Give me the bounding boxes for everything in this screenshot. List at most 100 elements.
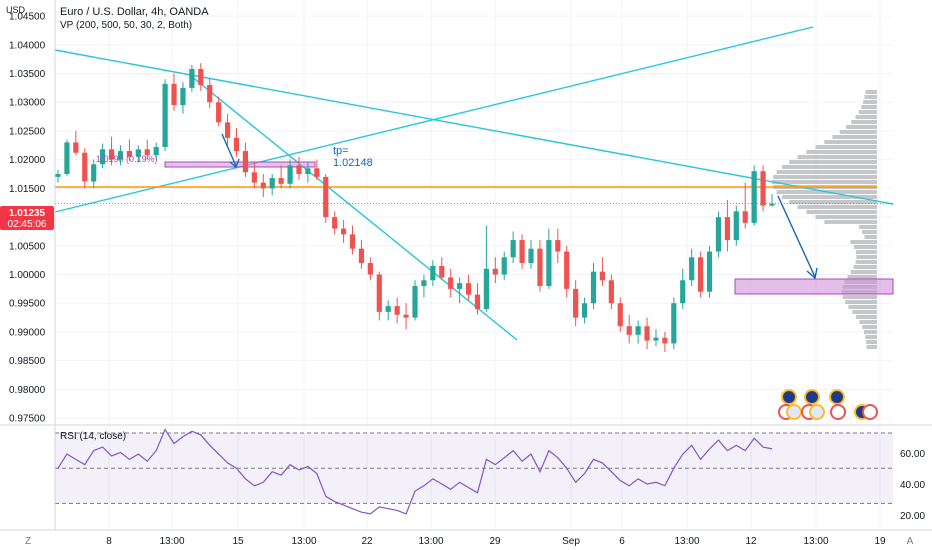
- event-flag-icon[interactable]: [786, 404, 802, 420]
- candle-body: [501, 257, 507, 275]
- candle-body: [465, 283, 472, 295]
- arrow-down-right: [777, 195, 816, 278]
- price-tick-label: 1.00500: [9, 241, 46, 252]
- candle-body: [233, 137, 240, 152]
- auto-scale-button[interactable]: A: [907, 536, 914, 547]
- candle-body: [671, 303, 677, 344]
- target-zone-box[interactable]: [734, 278, 894, 295]
- volume-profile-bar: [815, 215, 877, 219]
- volume-profile-bar: [864, 95, 877, 99]
- volume-profile-bar: [848, 305, 877, 309]
- event-flag-icon[interactable]: [804, 389, 820, 405]
- candle-body: [376, 274, 382, 312]
- arrow-down-left-head: [229, 158, 240, 169]
- candle-body: [724, 217, 730, 241]
- volume-profile-bar: [782, 165, 877, 169]
- time-tick-label: 13:00: [674, 536, 699, 547]
- price-tick-label: 0.97500: [9, 414, 46, 425]
- price-tick-label: 1.03000: [9, 98, 46, 109]
- candle-body: [64, 142, 70, 175]
- candle-body: [457, 283, 463, 289]
- candle-body: [242, 151, 249, 173]
- volume-profile-bar: [797, 205, 877, 209]
- volume-profile-bar: [772, 180, 877, 184]
- candle-body: [126, 151, 132, 157]
- event-flag-icon[interactable]: [829, 389, 845, 405]
- volume-profile-bar: [773, 175, 877, 179]
- volume-profile-bar: [797, 155, 877, 159]
- candle-body: [546, 240, 552, 287]
- candle-body: [278, 178, 284, 184]
- candle-body: [305, 168, 311, 175]
- candle-body: [644, 326, 650, 341]
- event-flag-icon[interactable]: [809, 404, 825, 420]
- toggle-button-left[interactable]: Z: [25, 536, 31, 547]
- price-tick-label: 0.98000: [9, 385, 46, 396]
- volume-profile-bar: [806, 210, 877, 214]
- candle-body: [198, 68, 204, 85]
- volume-profile-bar: [865, 90, 877, 94]
- volume-profile-bar: [789, 200, 877, 204]
- tp-zone-box[interactable]: [164, 161, 316, 168]
- candle-body: [117, 151, 124, 160]
- event-flag-icon[interactable]: [862, 404, 878, 420]
- trendline-ascending[interactable]: [54, 26, 814, 213]
- candle-body: [439, 265, 445, 278]
- price-tick-label: 1.02000: [9, 155, 46, 166]
- volume-profile-bar: [859, 320, 877, 324]
- volume-profile-bar: [815, 145, 877, 149]
- rsi-tick-40: 40.00: [900, 480, 925, 491]
- candle-body: [483, 268, 489, 309]
- time-tick-label: 13:00: [418, 536, 443, 547]
- price-tick-label: 1.02500: [9, 126, 46, 137]
- candle-body: [91, 164, 97, 182]
- volume-profile-bar: [855, 250, 877, 254]
- candle-body: [251, 172, 257, 183]
- time-tick-label: Sep: [562, 536, 580, 547]
- event-flag-icon[interactable]: [781, 389, 797, 405]
- volume-profile-bar: [853, 265, 877, 269]
- candle-body: [153, 147, 159, 156]
- candle-body: [510, 240, 516, 258]
- candle-body: [180, 87, 186, 106]
- rsi-line: [57, 428, 773, 515]
- candle-body: [430, 265, 436, 281]
- volume-profile-bar: [845, 300, 877, 304]
- volume-profile-bar: [866, 345, 877, 349]
- candle-body: [608, 280, 614, 304]
- last-price-value: 1.01235: [9, 208, 46, 219]
- candle-body: [224, 122, 231, 138]
- tp-label: tp=: [333, 145, 349, 157]
- candle-body: [367, 263, 373, 275]
- volume-profile-bar: [853, 245, 877, 249]
- volume-profile-bar: [858, 110, 877, 114]
- candle-body: [698, 257, 704, 292]
- time-tick-label: 6: [619, 536, 625, 547]
- indicator-label: VP (200, 500, 50, 30, 2, Both): [60, 20, 192, 31]
- candle-body: [528, 248, 534, 264]
- volume-profile-bar: [855, 260, 877, 264]
- volume-profile-bar: [806, 150, 877, 154]
- time-axis[interactable]: 8 13:00 15 13:00 22 13:00 29 Sep 6 13:00 12 13:00 19: [106, 536, 886, 547]
- time-tick-label: 13:00: [159, 536, 184, 547]
- candle-body: [635, 326, 641, 335]
- volume-profile-bar: [776, 170, 877, 174]
- price-tick-label: 0.99500: [9, 299, 46, 310]
- volume-profile-bar: [864, 235, 877, 239]
- event-flag-icon[interactable]: [830, 404, 846, 420]
- tp-value: 1.02148: [333, 157, 373, 169]
- volume-profile-bar: [782, 195, 877, 199]
- volume-profile-bar: [864, 330, 877, 334]
- economic-events[interactable]: [778, 389, 878, 420]
- price-tick-label: 1.04500: [9, 12, 46, 23]
- currency-label: USD: [6, 5, 26, 15]
- arrow-down-right-head: [806, 267, 818, 280]
- candle-body: [189, 68, 195, 88]
- candle-body: [492, 268, 498, 275]
- trendline-descending-steep[interactable]: [190, 75, 518, 341]
- time-tick-label: 13:00: [291, 536, 316, 547]
- candle-body: [135, 149, 141, 157]
- candle-body: [769, 203, 775, 206]
- candle-body: [341, 228, 347, 235]
